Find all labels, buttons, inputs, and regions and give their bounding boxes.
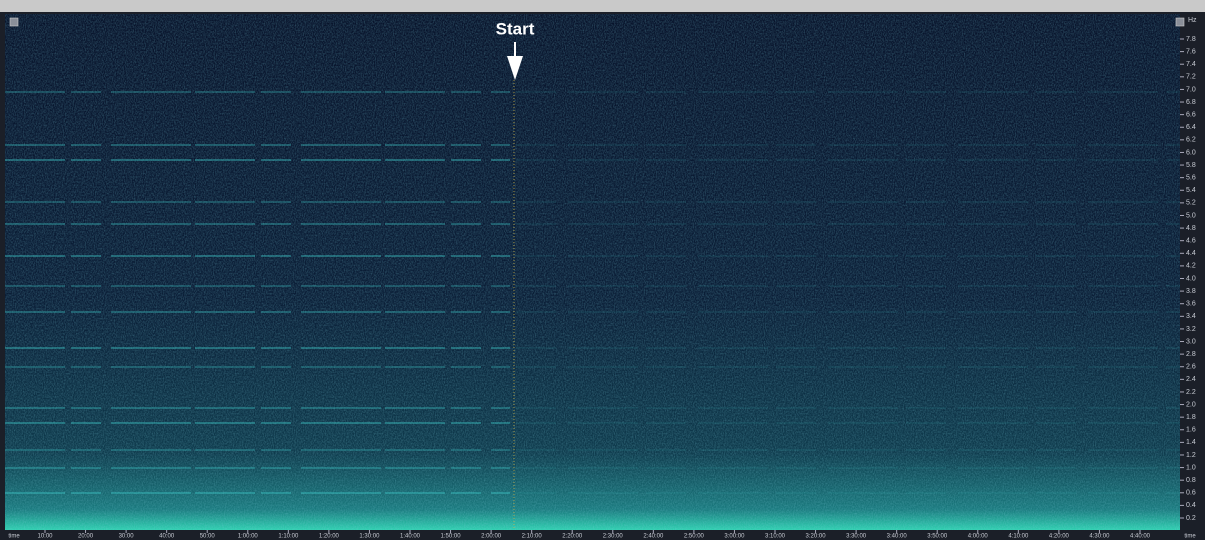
y-axis-unit: Hz	[1188, 17, 1197, 24]
y-tick-label: 5.6	[1186, 175, 1196, 182]
x-tick-label: 4:10:00	[1008, 534, 1029, 540]
frequency-bands	[5, 91, 1180, 494]
y-tick-label: 3.4	[1186, 313, 1196, 320]
y-tick-label: 5.2	[1186, 200, 1196, 207]
y-tick-label: 3.8	[1186, 288, 1196, 295]
x-tick-label: 4:20:00	[1049, 534, 1070, 540]
y-tick-label: 6.0	[1186, 149, 1196, 156]
top-bar	[0, 0, 1205, 12]
y-tick-label: 7.2	[1186, 74, 1196, 81]
y-tick-label: 6.8	[1186, 99, 1196, 106]
x-tick-label: 2:30:00	[603, 534, 624, 540]
y-tick-label: 1.8	[1186, 414, 1196, 421]
x-tick-label: 2:40:00	[643, 534, 664, 540]
corner-button[interactable]	[9, 17, 19, 27]
y-tick-label: 3.6	[1186, 301, 1196, 308]
y-tick-label: 4.4	[1186, 250, 1196, 257]
y-tick-label: 2.6	[1186, 364, 1196, 371]
y-tick-label: 6.4	[1186, 124, 1196, 131]
y-tick-label: 0.4	[1186, 502, 1196, 509]
corner-button[interactable]	[1175, 17, 1185, 27]
y-tick-label: 7.0	[1186, 86, 1196, 93]
x-tick-label: 3:20:00	[806, 534, 827, 540]
x-tick-label: 10:00	[37, 534, 53, 540]
y-tick-label: 2.4	[1186, 376, 1196, 383]
x-axis-unit: time	[1184, 534, 1196, 540]
x-tick-label: 1:20:00	[319, 534, 340, 540]
x-tick-label: 1:50:00	[441, 534, 462, 540]
x-tick-label: 2:20:00	[562, 534, 583, 540]
y-tick-label: 5.8	[1186, 162, 1196, 169]
y-tick-label: 5.4	[1186, 187, 1196, 194]
y-tick-label: 4.2	[1186, 263, 1196, 270]
start-arrow	[507, 56, 523, 80]
x-tick-label: 4:00:00	[968, 534, 989, 540]
x-tick-label: 20:00	[78, 534, 94, 540]
y-tick-label: 1.4	[1186, 439, 1196, 446]
x-tick-label: 50:00	[200, 534, 216, 540]
y-tick-label: 0.2	[1186, 515, 1196, 522]
y-tick-label: 0.8	[1186, 477, 1196, 484]
x-tick-label: 2:10:00	[522, 534, 543, 540]
y-tick-label: 7.4	[1186, 61, 1196, 68]
start-label: Start	[496, 19, 535, 38]
y-tick-label: 3.0	[1186, 338, 1196, 345]
x-tick-label: 1:40:00	[400, 534, 421, 540]
x-tick-label: 1:30:00	[359, 534, 380, 540]
y-tick-label: 7.8	[1186, 36, 1196, 43]
x-tick-label: 4:40:00	[1130, 534, 1151, 540]
y-tick-label: 1.0	[1186, 464, 1196, 471]
x-tick-label: 1:10:00	[278, 534, 299, 540]
spectrogram-noise	[5, 14, 1180, 530]
y-tick-label: 2.8	[1186, 351, 1196, 358]
y-tick-label: 4.6	[1186, 238, 1196, 245]
x-tick-label: 40:00	[159, 534, 175, 540]
y-tick-label: 4.8	[1186, 225, 1196, 232]
x-tick-label: 3:50:00	[927, 534, 948, 540]
x-axis-unit: time	[8, 534, 20, 540]
x-tick-label: 1:00:00	[238, 534, 259, 540]
y-tick-label: 4.0	[1186, 275, 1196, 282]
x-tick-label: 3:40:00	[887, 534, 908, 540]
x-tick-label: 2:00:00	[481, 534, 502, 540]
y-tick-label: 7.6	[1186, 48, 1196, 55]
x-tick-label: 3:30:00	[846, 534, 867, 540]
x-tick-label: 3:10:00	[765, 534, 786, 540]
y-tick-label: 2.2	[1186, 389, 1196, 396]
y-tick-label: 6.6	[1186, 111, 1196, 118]
y-tick-label: 1.2	[1186, 452, 1196, 459]
x-tick-label: 3:00:00	[724, 534, 745, 540]
x-tick-label: 2:50:00	[684, 534, 705, 540]
y-tick-label: 6.2	[1186, 137, 1196, 144]
y-tick-label: 5.0	[1186, 212, 1196, 219]
y-tick-label: 0.6	[1186, 490, 1196, 497]
y-tick-label: 3.2	[1186, 326, 1196, 333]
y-tick-label: 2.0	[1186, 401, 1196, 408]
x-tick-label: 30:00	[119, 534, 135, 540]
y-tick-label: 1.6	[1186, 427, 1196, 434]
x-tick-label: 4:30:00	[1089, 534, 1110, 540]
